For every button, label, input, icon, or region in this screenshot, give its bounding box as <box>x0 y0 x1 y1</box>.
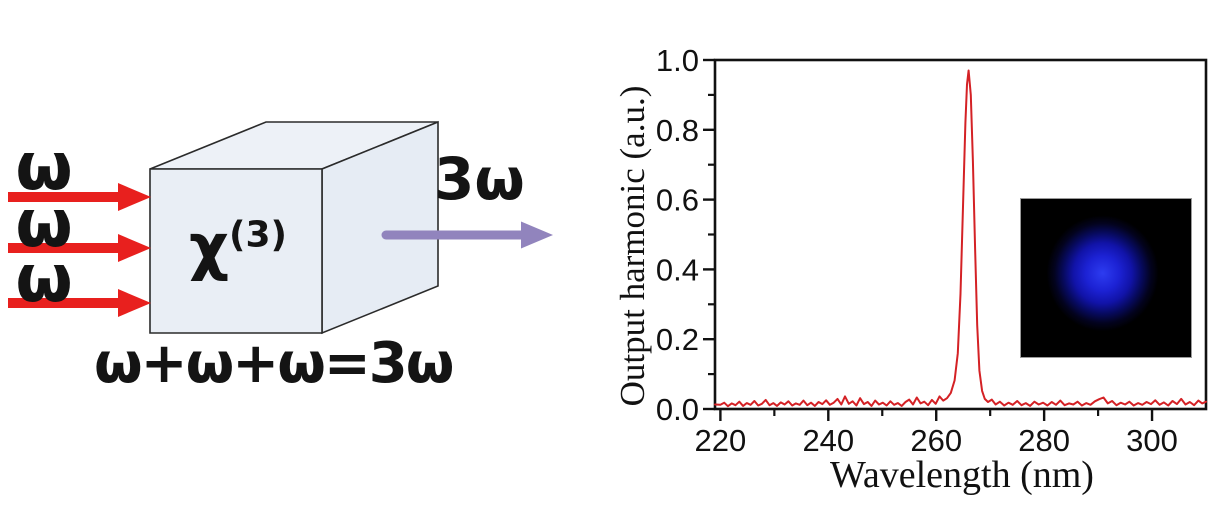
chi3-label: χ(3) <box>168 216 308 278</box>
y-tick-label: 0.4 <box>656 252 699 287</box>
x-axis-title: Wavelength (nm) <box>830 454 1094 496</box>
x-tick-label: 240 <box>802 423 854 458</box>
thg-spectrum-chart: 220 240 260 280 300 0.0 0.2 0.4 0.6 0.8 1.0 <box>656 43 1208 458</box>
output-3omega-label: 3ω <box>434 145 525 213</box>
thg-diagram <box>8 120 553 335</box>
y-tick-label: 0.0 <box>656 392 699 427</box>
y-tick-label: 0.8 <box>656 113 699 148</box>
input-omega-label-1: ω <box>15 128 73 205</box>
blue-beam-spot <box>1021 199 1191 357</box>
sum-frequency-equation: ω+ω+ω=3ω <box>94 331 454 396</box>
x-tick-label: 260 <box>910 423 962 458</box>
spectrum-line <box>714 69 1207 408</box>
input-arrow-2 <box>8 234 151 262</box>
input-arrow-3 <box>8 289 151 317</box>
x-tick-label: 220 <box>695 423 747 458</box>
input-omega-label-3: ω <box>15 240 73 317</box>
chi3-superscript: (3) <box>229 214 287 256</box>
cube-front-face <box>149 168 323 334</box>
input-omega-label-2: ω <box>15 185 73 262</box>
y-axis-title: Output harmonic (a.u.) <box>613 85 652 407</box>
y-tick-label: 0.6 <box>656 183 699 218</box>
x-tick-label: 300 <box>1126 423 1178 458</box>
y-tick-label: 0.2 <box>656 322 699 357</box>
x-tick-label: 280 <box>1018 423 1070 458</box>
beam-spot-inset <box>1020 198 1192 358</box>
input-arrow-1 <box>8 183 151 211</box>
chi3-base: χ <box>189 210 230 283</box>
output-arrow-head <box>521 221 553 249</box>
y-tick-label: 1.0 <box>656 43 699 78</box>
